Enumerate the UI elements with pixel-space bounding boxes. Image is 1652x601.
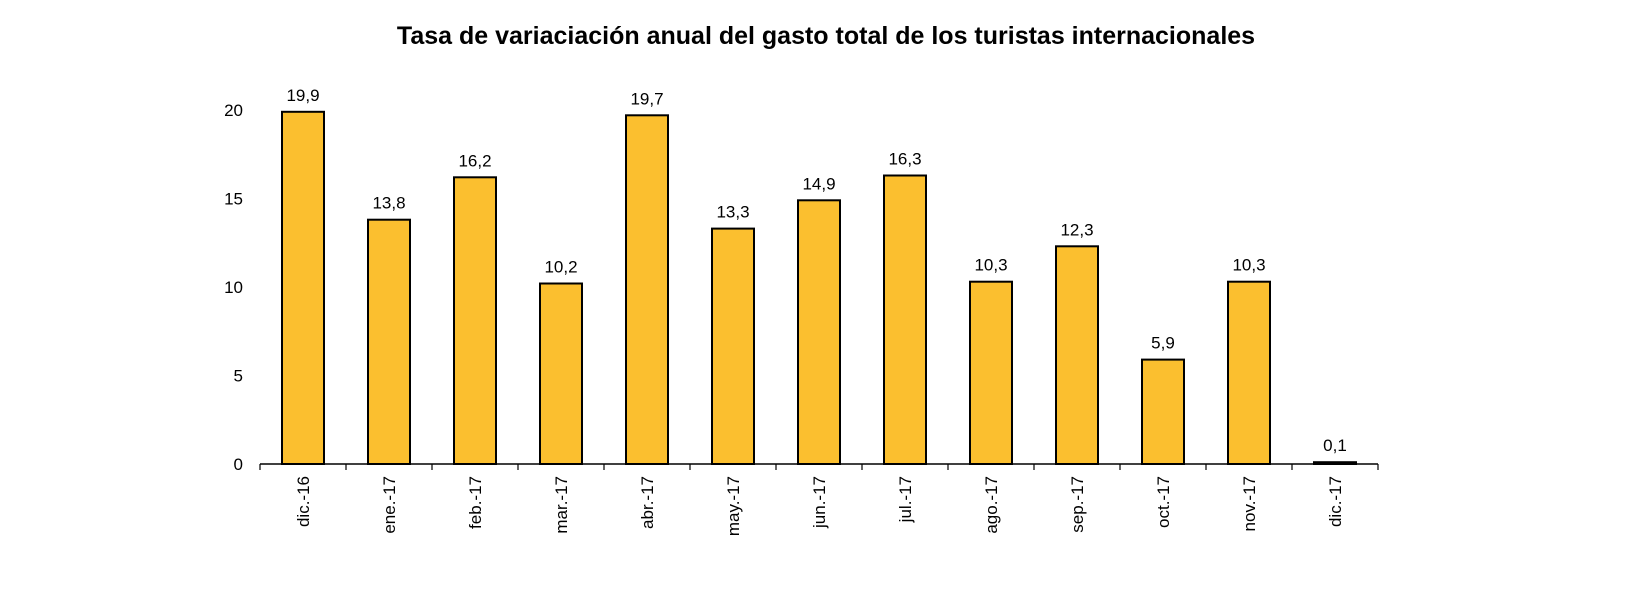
- data-label-3: 10,2: [544, 258, 577, 277]
- x-tick-label-12: dic.-17: [1326, 476, 1345, 527]
- data-label-9: 12,3: [1060, 220, 1093, 239]
- data-label-11: 10,3: [1232, 256, 1265, 275]
- bar-7: [883, 174, 927, 465]
- bar-3: [539, 282, 583, 465]
- x-tick-label-8: ago.-17: [982, 476, 1001, 534]
- bar-9: [1055, 245, 1099, 465]
- x-tick-label-4: abr.-17: [638, 476, 657, 529]
- data-label-2: 16,2: [458, 151, 491, 170]
- x-tick-label-1: ene.-17: [380, 476, 399, 534]
- bar-11: [1227, 280, 1271, 466]
- y-tick-label-0: 0: [234, 455, 243, 474]
- data-label-4: 19,7: [630, 89, 663, 108]
- bar-2: [453, 176, 497, 466]
- x-tick-label-2: feb.-17: [466, 476, 485, 529]
- x-tick-label-6: jun.-17: [810, 476, 829, 529]
- data-label-12: 0,1: [1323, 436, 1347, 455]
- x-tick-label-3: mar.-17: [552, 476, 571, 534]
- data-label-1: 13,8: [372, 194, 405, 213]
- data-label-0: 19,9: [286, 86, 319, 105]
- chart-title: Tasa de variaciación anual del gasto tot…: [396, 22, 1256, 50]
- x-tick-label-0: dic.-16: [294, 476, 313, 527]
- bar-0: [281, 110, 325, 466]
- x-tick-label-11: nov.-17: [1240, 476, 1259, 531]
- y-tick-label-3: 15: [224, 190, 243, 209]
- data-label-6: 14,9: [802, 174, 835, 193]
- y-tick-label-2: 10: [224, 278, 243, 297]
- bar-4: [625, 114, 669, 466]
- data-label-10: 5,9: [1151, 334, 1175, 353]
- bar-10: [1141, 358, 1185, 466]
- bar-8: [969, 280, 1013, 466]
- axis-layer: dic.-16 ene.-17 feb.-17 mar.-17 abr.-17 may.-…: [224, 101, 1379, 536]
- data-labels-layer: 19,9 13,8 16,2 10,2 19,7 13,3 14,9 16,3 10,3 12,3…: [286, 86, 1346, 455]
- x-tick-label-7: jul.-17: [896, 476, 915, 523]
- bar-5: [711, 227, 755, 465]
- y-tick-label-4: 20: [224, 101, 243, 120]
- data-label-7: 16,3: [888, 150, 921, 169]
- y-tick-label-1: 5: [234, 367, 243, 386]
- data-label-5: 13,3: [716, 203, 749, 222]
- x-tick-label-5: may.-17: [724, 476, 743, 536]
- data-label-8: 10,3: [974, 256, 1007, 275]
- bars-layer: [281, 110, 1357, 466]
- bar-6: [797, 199, 841, 466]
- x-tick-label-9: sep.-17: [1068, 476, 1087, 533]
- bar-1: [367, 218, 411, 465]
- x-tick-label-10: oct.-17: [1154, 476, 1173, 528]
